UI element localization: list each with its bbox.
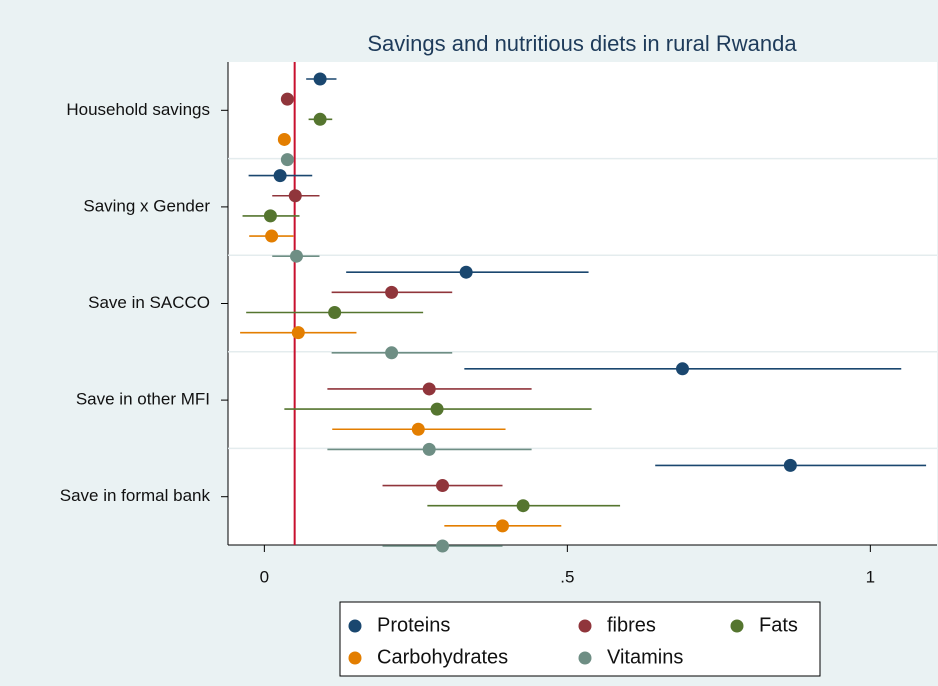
point-estimate [263,209,277,223]
point-estimate [328,306,342,319]
point-estimate [436,479,450,493]
point-estimate [459,265,473,279]
y-tick-label: Saving x Gender [83,196,210,215]
point-estimate [675,362,689,376]
point-estimate [291,326,305,340]
point-estimate [289,249,303,263]
y-tick-label: Save in other MFI [76,390,210,409]
x-tick-label: 0 [260,567,269,586]
y-tick-label: Household savings [66,100,210,119]
point-estimate [280,92,294,106]
y-tick-label: Save in formal bank [60,486,211,505]
legend-marker [730,619,744,633]
point-estimate [436,539,450,553]
point-estimate [385,285,399,299]
legend-marker [348,651,362,665]
legend-marker [578,651,592,665]
legend-label: Fats [759,614,798,636]
point-estimate [411,422,425,436]
point-estimate [783,458,797,472]
point-estimate [313,112,327,126]
point-estimate [516,499,530,513]
point-estimate [385,346,399,360]
point-estimate [273,169,287,183]
legend [339,601,821,677]
y-tick-label: Save in SACCO [88,293,210,312]
chart-title: Savings and nutritious diets in rural Rw… [367,31,797,56]
x-tick-label: .5 [560,567,574,586]
point-estimate [288,189,302,203]
point-estimate [496,519,510,533]
point-estimate [265,229,279,243]
legend-label: Vitamins [607,646,683,668]
point-estimate [422,442,436,456]
x-tick-label: 1 [866,567,875,586]
legend-label: Proteins [377,614,450,636]
legend-label: fibres [607,614,656,636]
point-estimate [277,132,291,146]
point-estimate [430,402,444,416]
legend-marker [348,619,362,633]
legend-marker [578,619,592,633]
point-estimate [280,153,294,167]
point-estimate [422,382,436,396]
point-estimate [313,72,327,86]
legend-label: Carbohydrates [377,646,508,668]
plot-area [228,62,937,545]
